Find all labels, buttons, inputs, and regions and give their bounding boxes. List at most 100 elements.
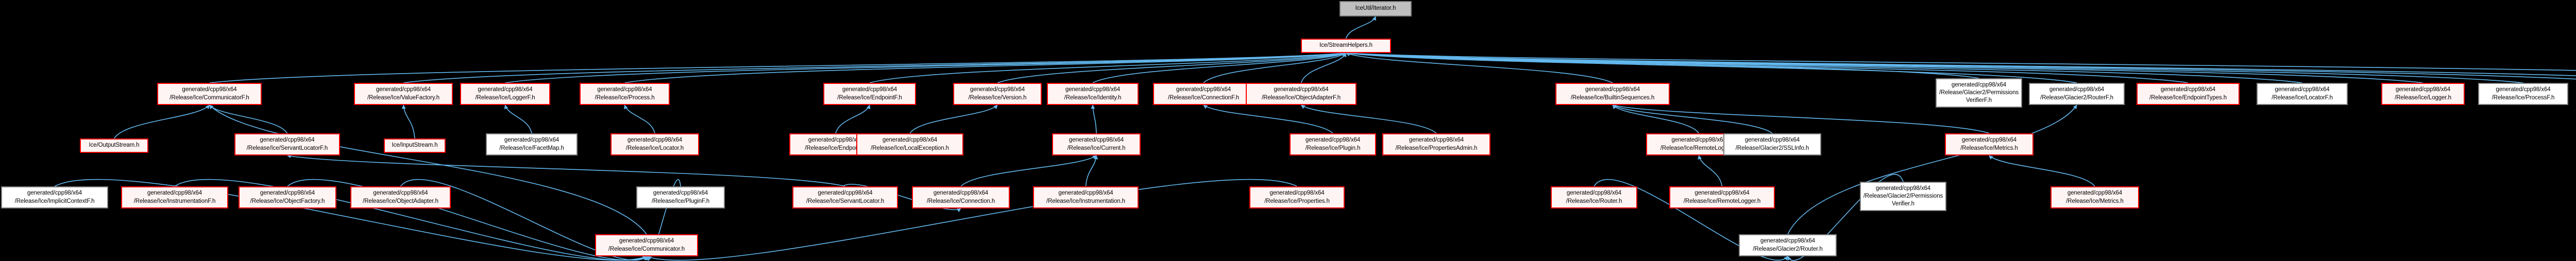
graph-node[interactable]: generated/cpp98/x64/Release/Ice/Logger.h (2381, 83, 2465, 105)
graph-node[interactable]: generated/cpp98/x64/Release/Glacier2/Per… (1936, 78, 2022, 108)
node-label-line: /Release/Ice/Process.h (595, 94, 655, 101)
node-label-line: generated/cpp98/x64 (478, 86, 533, 93)
graph-node[interactable]: generated/cpp98/x64/Release/Ice/Process.… (580, 83, 670, 105)
node-label-line: /Release/Ice/ServantLocator.h (806, 198, 885, 204)
graph-edge (113, 105, 210, 139)
node-label-line: /Release/Ice/Logger.h (2395, 94, 2451, 101)
graph-node[interactable]: generated/cpp98/x64/Release/Ice/FacetMap… (486, 133, 578, 155)
graph-node[interactable]: generated/cpp98/x64/Release/Ice/Instrume… (1033, 186, 1139, 208)
graph-edge (1085, 155, 1098, 187)
node-label-line: generated/cpp98/x64 (818, 190, 873, 197)
graph-node[interactable]: generated/cpp98/x64/Release/Ice/Version.… (953, 83, 1042, 105)
graph-node[interactable]: Ice/OutputStream.h (80, 138, 148, 153)
node-label-line: generated/cpp98/x64 (1671, 137, 1726, 144)
node-label-line: /Release/Glacier2/SSLInfo.h (1735, 145, 1809, 151)
graph-node[interactable]: generated/cpp98/x64/Release/Ice/ObjectFa… (239, 186, 336, 208)
graph-node[interactable]: generated/cpp98/x64/Release/Ice/Metrics.… (2050, 186, 2139, 208)
graph-node[interactable]: generated/cpp98/x64/Release/Ice/PluginF.… (636, 186, 725, 208)
graph-root-node[interactable]: IceUtil/Iterator.h (1340, 1, 1412, 16)
node-label-line: Ice/InputStream.h (392, 142, 438, 149)
node-label-line: generated/cpp98/x64 (933, 190, 989, 197)
node-label-line: generated/cpp98/x64 (1694, 190, 1750, 197)
node-label-line: /Release/Ice/Identity.h (1064, 94, 1122, 101)
node-label-line: generated/cpp98/x64 (1585, 86, 1640, 93)
graph-node[interactable]: generated/cpp98/x64/Release/Ice/Properti… (1382, 133, 1490, 155)
graph-edge (1203, 105, 1333, 134)
graph-node[interactable]: generated/cpp98/x64/Release/Ice/Communic… (157, 83, 262, 105)
graph-edge (1612, 105, 1700, 134)
graph-node[interactable]: generated/cpp98/x64/Release/Ice/RemoteLo… (1669, 186, 1775, 208)
node-label-line: /Release/Ice/ObjectAdapter.h (363, 198, 438, 204)
graph-node[interactable]: generated/cpp98/x64/Release/Ice/Connecti… (1153, 83, 1254, 105)
node-label-line: generated/cpp98/x64 (882, 137, 938, 144)
graph-node[interactable]: Ice/InputStream.h (384, 138, 446, 153)
graph-edge (403, 51, 1347, 83)
graph-node[interactable]: generated/cpp98/x64/Release/Ice/ValueFac… (354, 83, 453, 105)
node-label-line: generated/cpp98/x64 (147, 190, 202, 197)
node-label-line: generated/cpp98/x64 (808, 137, 863, 144)
graph-node[interactable]: generated/cpp98/x64/Release/Ice/Instrume… (121, 186, 228, 208)
graph-node[interactable]: generated/cpp98/x64/Release/Ice/Metrics.… (1945, 133, 2033, 155)
graph-edge (623, 105, 655, 134)
graph-node[interactable]: generated/cpp98/x64/Release/Ice/LoggerF.… (460, 83, 550, 105)
node-label-line: generated/cpp98/x64 (260, 137, 315, 144)
node-label-line: /Release/Ice/LocatorF.h (2272, 94, 2333, 101)
node-label-line: /Release/Glacier2/RouterF.h (2040, 94, 2113, 101)
graph-edge (209, 105, 647, 235)
node-label-line: /Release/Ice/EndpointF.h (837, 94, 902, 101)
graph-node[interactable]: generated/cpp98/x64/Release/Ice/Endpoint… (2137, 83, 2240, 105)
node-label-line: /Release/Ice/ObjectFactory.h (250, 198, 325, 204)
graph-node[interactable]: Ice/StreamHelpers.h (1301, 39, 1391, 53)
graph-node[interactable]: generated/cpp98/x64/Release/Ice/Connecti… (912, 186, 1010, 208)
node-label-line: generated/cpp98/x64 (2067, 190, 2123, 197)
node-label-line: IceUtil/Iterator.h (1355, 5, 1396, 12)
node-label-line: generated/cpp98/x64 (1274, 86, 1329, 93)
node-label-line: /Release/Ice/Router.h (1566, 198, 1622, 204)
graph-node[interactable]: generated/cpp98/x64/Release/Ice/Plugin.h (1290, 133, 1376, 155)
node-label-line: /Release/Ice/RemoteLogger.h (1683, 198, 1761, 204)
graph-node[interactable]: generated/cpp98/x64/Release/Ice/ServantL… (234, 133, 340, 155)
graph-node[interactable]: generated/cpp98/x64/Release/Ice/Endpoint… (823, 83, 916, 105)
graph-node[interactable]: generated/cpp98/x64/Release/Ice/Implicit… (1, 186, 108, 208)
node-label-line: generated/cpp98/x64 (504, 137, 560, 144)
graph-node[interactable]: generated/cpp98/x64/Release/Ice/Current.… (1052, 133, 1141, 155)
node-label-line: generated/cpp98/x64 (1875, 185, 1931, 192)
graph-node[interactable]: generated/cpp98/x64/Release/Ice/Communic… (595, 234, 698, 256)
graph-edge (1345, 51, 2189, 83)
node-label-line: generated/cpp98/x64 (1760, 238, 1816, 245)
node-label-line: /Release/Ice/ObjectAdapterF.h (1261, 94, 1341, 101)
graph-edge (401, 105, 415, 139)
graph-edge (1345, 51, 2523, 83)
graph-node[interactable]: generated/cpp98/x64/Release/Ice/Identity… (1047, 83, 1139, 105)
node-label-line: /Release/Ice/FacetMap.h (499, 145, 564, 151)
graph-node[interactable]: generated/cpp98/x64/Release/Ice/Properti… (1249, 186, 1345, 208)
node-label-line: generated/cpp98/x64 (1069, 137, 1124, 144)
graph-edge (909, 105, 998, 134)
graph-edge (997, 52, 1347, 83)
graph-edge (1345, 51, 2576, 71)
graph-node[interactable]: generated/cpp98/x64/Release/Ice/ProcessF… (2478, 83, 2568, 105)
graph-node[interactable]: generated/cpp98/x64/Release/Glacier2/Rou… (1739, 234, 1837, 256)
node-label-line: /Release/Ice/ServantLocatorF.h (246, 145, 328, 151)
graph-node[interactable]: generated/cpp98/x64/Release/Ice/Locator.… (611, 133, 699, 155)
graph-node[interactable]: generated/cpp98/x64/Release/Glacier2/Rou… (2029, 83, 2125, 105)
graph-node[interactable]: generated/cpp98/x64/Release/Ice/ServantL… (792, 186, 898, 208)
graph-edge (1092, 52, 1347, 83)
graph-edge (1787, 105, 2077, 235)
node-label-line: /Release/Ice/Communicator.h (608, 246, 685, 252)
graph-node[interactable]: generated/cpp98/x64/Release/Glacier2/Per… (1860, 182, 1946, 211)
graph-node[interactable]: generated/cpp98/x64/Release/Ice/ObjectAd… (350, 186, 451, 208)
node-label-line: Ice/OutputStream.h (89, 142, 140, 149)
graph-node[interactable]: generated/cpp98/x64/Release/Ice/LocatorF… (2257, 83, 2348, 105)
node-label-line: /Release/Ice/ProcessF.h (2492, 94, 2555, 101)
graph-node[interactable]: generated/cpp98/x64/Release/Glacier2/SSL… (1723, 133, 1821, 155)
graph-node[interactable]: generated/cpp98/x64/Release/Ice/BuiltinS… (1555, 83, 1670, 105)
graph-edge (1345, 16, 1377, 39)
node-label-line: /Release/Ice/Properties.h (1264, 198, 1330, 204)
graph-node[interactable]: generated/cpp98/x64/Release/Ice/Router.h (1551, 186, 1637, 208)
graph-edge (209, 105, 288, 134)
graph-node[interactable]: generated/cpp98/x64/Release/Ice/ObjectAd… (1246, 83, 1357, 105)
node-label-line: /Release/Ice/LocalException.h (871, 145, 949, 151)
node-label-line: /Release/Ice/EndpointTypes.h (2149, 94, 2227, 101)
graph-node[interactable]: generated/cpp98/x64/Release/Ice/LocalExc… (856, 133, 963, 155)
